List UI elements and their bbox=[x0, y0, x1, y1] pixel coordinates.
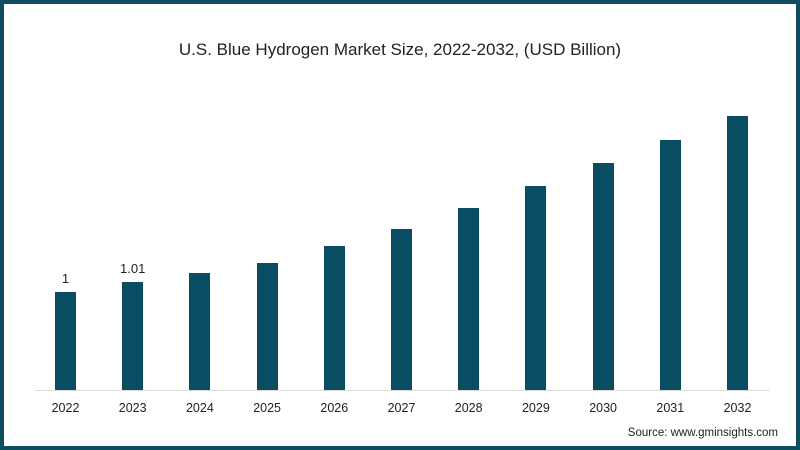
x-tick-label: 2025 bbox=[253, 401, 281, 415]
x-tick-label: 2024 bbox=[185, 401, 214, 415]
x-tick-label: 2030 bbox=[589, 401, 617, 415]
bar-2031 bbox=[659, 140, 681, 390]
bar-2024 bbox=[189, 273, 211, 390]
bar-2029 bbox=[525, 186, 547, 390]
x-axis-line bbox=[35, 390, 770, 391]
x-tick-label: 2029 bbox=[521, 401, 550, 415]
source-note: Source: www.gminsights.com bbox=[627, 427, 778, 439]
bar-2030 bbox=[592, 163, 614, 390]
bar-2027 bbox=[391, 229, 412, 390]
x-tick-label: 2032 bbox=[723, 401, 752, 415]
x-tick-label: 2027 bbox=[387, 401, 416, 415]
x-tick-label: 2028 bbox=[454, 401, 483, 415]
chart-title: U.S. Blue Hydrogen Market Size, 2022-203… bbox=[178, 40, 622, 59]
data-label: 1.01 bbox=[120, 261, 146, 276]
bar-2026 bbox=[323, 246, 345, 390]
data-label: 1 bbox=[61, 271, 70, 286]
bar-2028 bbox=[458, 208, 480, 390]
x-tick-label: 2031 bbox=[656, 401, 685, 415]
bar-2023 bbox=[122, 282, 144, 390]
bar-2032 bbox=[727, 116, 748, 390]
x-tick-label: 2026 bbox=[320, 401, 349, 415]
bar-2025 bbox=[256, 263, 278, 390]
bar-2022 bbox=[55, 292, 76, 390]
x-tick-label: 2023 bbox=[118, 401, 147, 415]
x-tick-label: 2022 bbox=[51, 401, 80, 415]
